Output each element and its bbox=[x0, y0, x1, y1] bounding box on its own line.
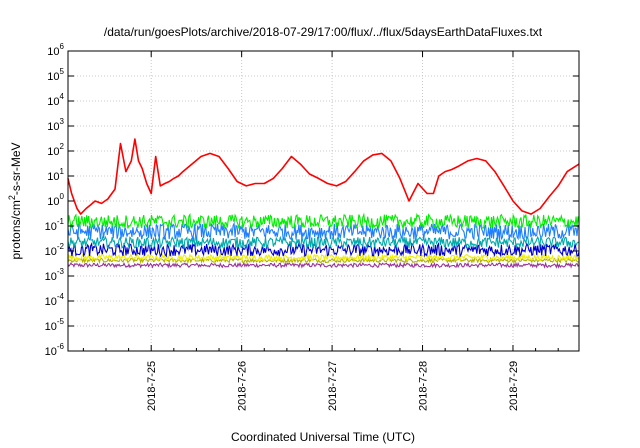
x-tick-label: 2018-7-29 bbox=[508, 361, 520, 411]
y-tick-exponent: 4 bbox=[60, 92, 65, 101]
series-line bbox=[67, 241, 580, 258]
x-tick-label: 2018-7-28 bbox=[418, 361, 430, 411]
y-tick-base: 10 bbox=[47, 46, 59, 58]
y-tick-base: 10 bbox=[47, 171, 59, 183]
y-tick-base: 10 bbox=[45, 221, 57, 233]
x-tick-label: 2018-7-27 bbox=[327, 361, 339, 411]
y-tick-label: 100 bbox=[47, 192, 64, 208]
y-tick-base: 10 bbox=[45, 246, 57, 258]
series-line bbox=[67, 221, 580, 242]
chart-title: /data/run/goesPlots/archive/2018-07-29/1… bbox=[104, 25, 543, 39]
y-tick-base: 10 bbox=[47, 71, 59, 83]
x-axis-label: Coordinated Universal Time (UTC) bbox=[231, 430, 415, 444]
series-group bbox=[67, 138, 580, 269]
y-axis-label: protons/cm2-s-sr-MeV bbox=[7, 142, 23, 259]
y-tick-exponent: -1 bbox=[57, 217, 65, 226]
y-tick-label: 104 bbox=[47, 92, 64, 108]
y-tick-base: 10 bbox=[47, 196, 59, 208]
x-tick-label: 2018-7-26 bbox=[237, 361, 249, 411]
x-axis: 2018-7-25 2018-7-26 2018-7-27 2018-7-28 2018… bbox=[82, 51, 559, 411]
series-line bbox=[67, 252, 580, 263]
y-tick-exponent: 3 bbox=[60, 117, 65, 126]
y-tick-label: 105 bbox=[47, 67, 64, 83]
x-tick-label: 2018-7-25 bbox=[146, 361, 158, 411]
y-tick-label: 103 bbox=[47, 117, 64, 133]
y-tick-label: 10-4 bbox=[45, 292, 65, 308]
y-tick-base: 10 bbox=[47, 96, 59, 108]
y-tick-exponent: 2 bbox=[60, 142, 65, 151]
y-tick-label: 102 bbox=[47, 142, 64, 158]
y-tick-label: 10-5 bbox=[45, 317, 65, 333]
series-line-red bbox=[67, 138, 580, 215]
y-tick-exponent: -2 bbox=[57, 242, 65, 251]
y-axis-label-base: protons/cm bbox=[9, 200, 23, 259]
series-line bbox=[67, 235, 580, 250]
y-tick-base: 10 bbox=[45, 271, 57, 283]
series-line bbox=[67, 261, 580, 269]
y-tick-exponent: -6 bbox=[57, 342, 65, 351]
y-tick-base: 10 bbox=[47, 146, 59, 158]
y-tick-exponent: -4 bbox=[57, 292, 65, 301]
y-axis-label-rest: -s-sr-MeV bbox=[9, 142, 23, 195]
y-axis: 10-610-510-410-310-210-11001011021031041… bbox=[45, 42, 579, 358]
y-tick-base: 10 bbox=[45, 346, 57, 358]
y-tick-exponent: 1 bbox=[60, 167, 65, 176]
y-tick-label: 101 bbox=[47, 167, 64, 183]
y-tick-exponent: 5 bbox=[60, 67, 65, 76]
y-tick-exponent: 0 bbox=[60, 192, 65, 201]
y-tick-label: 10-2 bbox=[45, 242, 65, 258]
y-tick-exponent: -5 bbox=[57, 317, 65, 326]
grid bbox=[68, 51, 579, 351]
y-tick-base: 10 bbox=[47, 121, 59, 133]
y-tick-exponent: 6 bbox=[60, 42, 65, 51]
y-tick-base: 10 bbox=[45, 296, 57, 308]
series-line bbox=[67, 212, 580, 230]
y-tick-base: 10 bbox=[45, 321, 57, 333]
y-tick-label: 10-3 bbox=[45, 267, 65, 283]
y-axis-label-sup: 2 bbox=[7, 195, 17, 200]
y-tick-label: 10-6 bbox=[45, 342, 65, 358]
y-tick-label: 106 bbox=[47, 42, 64, 58]
y-tick-exponent: -3 bbox=[57, 267, 65, 276]
y-tick-label: 10-1 bbox=[45, 217, 65, 233]
series-line bbox=[67, 256, 580, 265]
